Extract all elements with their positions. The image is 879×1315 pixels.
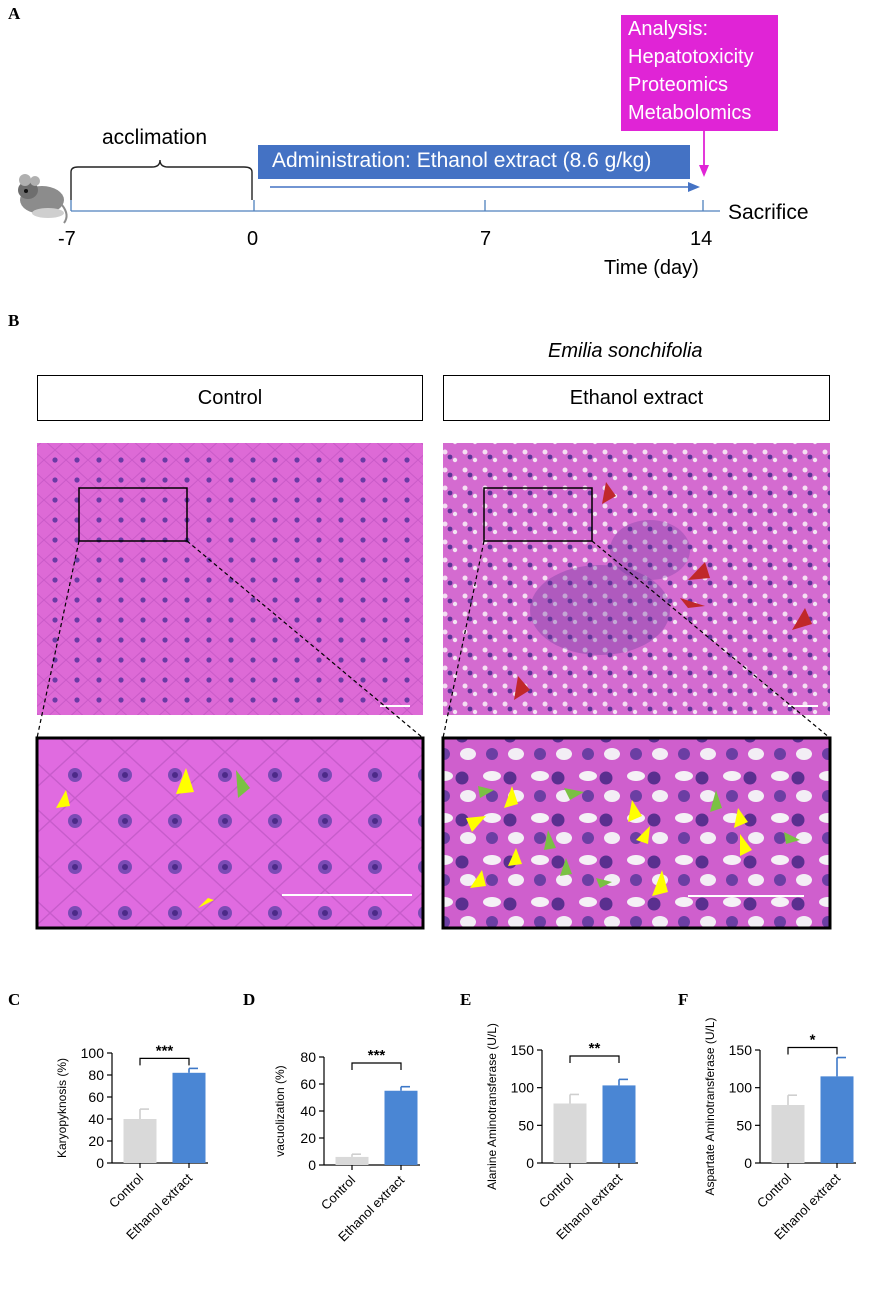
chart-c-y-axis-label: Karyopyknosis (%) [55,1058,69,1158]
chart-c-significance-stars: *** [156,1042,174,1059]
mouse-icon [18,174,68,224]
panel-label-c: C [8,990,21,1009]
chart-d-y-tick-label: 20 [300,1130,316,1146]
analysis-box [621,15,778,131]
histology-figure [35,443,832,930]
chart-c-y-tick-label: 60 [88,1089,104,1105]
chart-f-significance-bracket [787,1046,838,1055]
panel-label-d: D [243,990,256,1009]
chart-e-bar-control [553,1103,587,1163]
chart-e-significance-stars: ** [589,1040,601,1057]
acclimation-brace [70,159,253,200]
chart-c-bar-control [123,1119,157,1163]
analysis-line-1: Analysis: [628,18,709,40]
chart-d-y-axis-label: vacuolization (%) [273,1065,287,1156]
chart-d-y-tick-label: 40 [300,1103,316,1119]
panel-label-b: B [8,311,20,330]
chart-c-y-tick-label: 20 [88,1133,104,1149]
chart-c-x-tick-label: Control [106,1170,146,1210]
chart-d-significance-bracket [351,1062,402,1070]
chart-f-y-tick-label: 100 [729,1080,753,1096]
administration-bar [258,145,690,179]
chart-e-y-tick-label: 0 [526,1155,534,1171]
timeline-diagram [18,15,778,224]
chart-f-y-tick-label: 0 [744,1155,752,1171]
chart-f-bar-control [771,1104,805,1163]
chart-e-y-tick-label: 150 [511,1042,535,1058]
chart-e-x-tick-label: Control [536,1170,576,1210]
tick-label-minus7: -7 [58,228,76,250]
species-title: Emilia sonchifolia [548,340,703,362]
chart-c-y-tick-label: 40 [88,1111,104,1127]
chart-d-significance-stars: *** [368,1047,386,1064]
chart-f-x-tick-label: Control [754,1170,794,1210]
chart-c-y-tick-label: 80 [88,1067,104,1083]
analysis-line-3: Proteomics [628,74,729,96]
time-axis-label: Time (day) [604,257,699,279]
control-zoom-image [35,736,425,930]
chart-e-y-tick-label: 50 [518,1117,534,1133]
yellow-arrowheads-control [56,768,214,908]
chart-e-y-tick-label: 100 [511,1080,535,1096]
analysis-line-2: Hepatotoxicity [628,46,754,68]
green-arrowheads-extract [478,786,800,888]
acclimation-label: acclimation [102,126,208,149]
chart-c-significance-bracket [139,1057,190,1066]
chart-d-y-tick-label: 60 [300,1076,316,1092]
tick-label-14: 14 [690,228,713,250]
extract-group-label: Ethanol extract [443,375,830,421]
chart-f-y-tick-label: 50 [736,1117,752,1133]
panel-label-e: E [460,990,472,1009]
chart-f-bar-extract [820,1076,854,1163]
chart-f-significance-stars: * [810,1032,816,1049]
chart-c-y-tick-label: 0 [96,1155,104,1171]
red-arrowheads [514,482,812,700]
chart-d-y-tick-label: 0 [308,1157,316,1173]
tick-label-0: 0 [247,228,259,250]
analysis-line-4: Metabolomics [628,102,752,124]
sacrifice-label: Sacrifice [728,201,809,224]
chart-d-y-tick-label: 80 [300,1049,316,1065]
panel-label-f: F [678,990,689,1009]
chart-e-y-axis-label: Alanine Aminotransferase (U/L) [485,1023,499,1190]
panel-label-a: A [8,4,21,23]
chart-d-bar-control [335,1156,369,1165]
control-group-label: Control [37,375,423,421]
yellow-arrowheads-extract [466,786,752,896]
chart-d-x-tick-label: Control [318,1172,358,1212]
chart-f-y-axis-label: Aspartate Aminotransferase (U/L) [703,1017,717,1195]
chart-e-bar-extract [602,1085,636,1163]
chart-f-y-tick-label: 150 [729,1042,753,1058]
administration-label: Administration: Ethanol extract (8.6 g/k… [272,149,652,172]
chart-d-bar-extract [384,1090,418,1165]
chart-c-bar-extract [172,1072,206,1163]
chart-e-significance-bracket [569,1055,620,1063]
tick-label-7: 7 [480,228,492,250]
chart-c-y-tick-label: 100 [81,1045,105,1061]
